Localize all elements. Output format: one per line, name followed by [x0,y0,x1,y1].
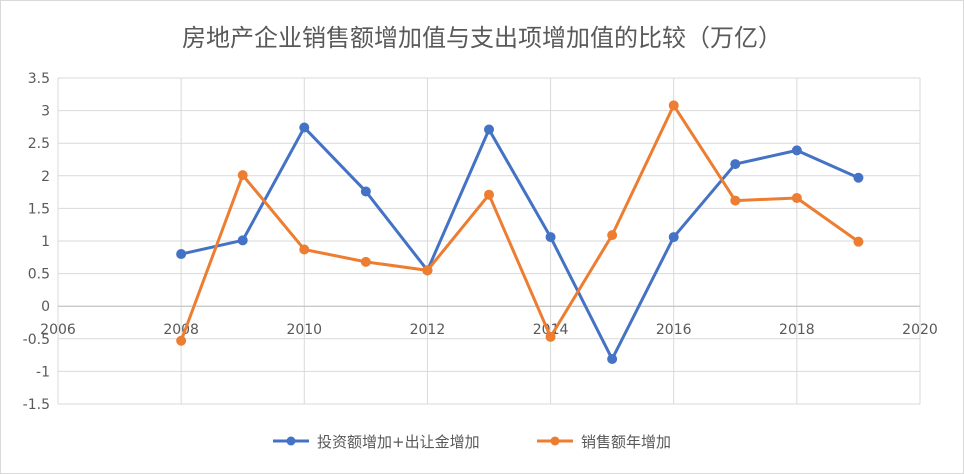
data-point [730,159,741,170]
data-point [668,100,679,111]
y-tick-label: 3.5 [28,71,50,87]
y-tick-label: 0 [41,299,50,315]
legend-label: 销售额年增加 [581,433,671,451]
data-point [237,170,248,181]
data-point [607,230,618,241]
y-tick-label: 1.5 [28,201,50,217]
data-point [545,232,556,243]
y-tick-label: 3 [41,104,50,120]
y-tick-label: 2.5 [28,136,50,152]
data-point [176,249,187,260]
x-tick-label: 2012 [410,322,446,338]
legend: 投资额增加+出让金增加 销售额年增加 [273,433,671,451]
x-tick-label: 2006 [40,322,76,338]
x-tick-label: 2014 [533,322,569,338]
data-point [853,172,864,183]
data-point [791,192,802,203]
legend-label: 投资额增加+出让金增加 [317,433,480,451]
x-tick-label: 2016 [656,322,692,338]
legend-item-2: 销售额年增加 [537,433,671,451]
data-point [484,124,494,135]
chart-title: 房地产企业销售额增加值与支出项增加值的比较（万亿） [182,24,782,52]
data-point [730,195,741,206]
x-tick-label: 2008 [163,322,199,338]
data-point [299,122,310,133]
data-point [237,235,248,246]
series-1 [176,122,864,365]
y-tick-label: 2 [41,169,50,185]
y-tick-label: -1 [36,364,50,380]
y-tick-label: 1 [41,234,50,250]
y-tick-label: -1.5 [23,397,50,413]
data-point [607,354,618,365]
legend-item-1: 投资额增加+出让金增加 [273,433,480,451]
series-2 [176,100,864,346]
data-point [360,186,371,197]
data-point [545,331,556,342]
x-tick-label: 2010 [286,322,322,338]
data-point [422,265,433,276]
data-point [853,236,864,247]
data-point [791,145,802,156]
legend-marker [286,436,296,446]
data-point [668,232,679,243]
series-line [179,126,860,361]
y-tick-labels: -1.5 -1 -0.5 0 0.5 1 1.5 2 2.5 3 3.5 [23,71,50,413]
x-tick-labels: 2006 2008 2010 2012 2014 2016 2018 2020 [40,322,938,338]
y-tick-label: -0.5 [23,332,50,348]
y-tick-label: 0.5 [28,267,50,283]
legend-marker [550,436,560,446]
x-tick-label: 2020 [902,322,938,338]
data-point [299,244,310,255]
series-line [179,103,860,343]
series-group [176,100,864,365]
x-tick-label: 2018 [779,322,815,338]
data-point [484,189,494,200]
data-point [360,256,371,267]
data-point [176,335,187,346]
